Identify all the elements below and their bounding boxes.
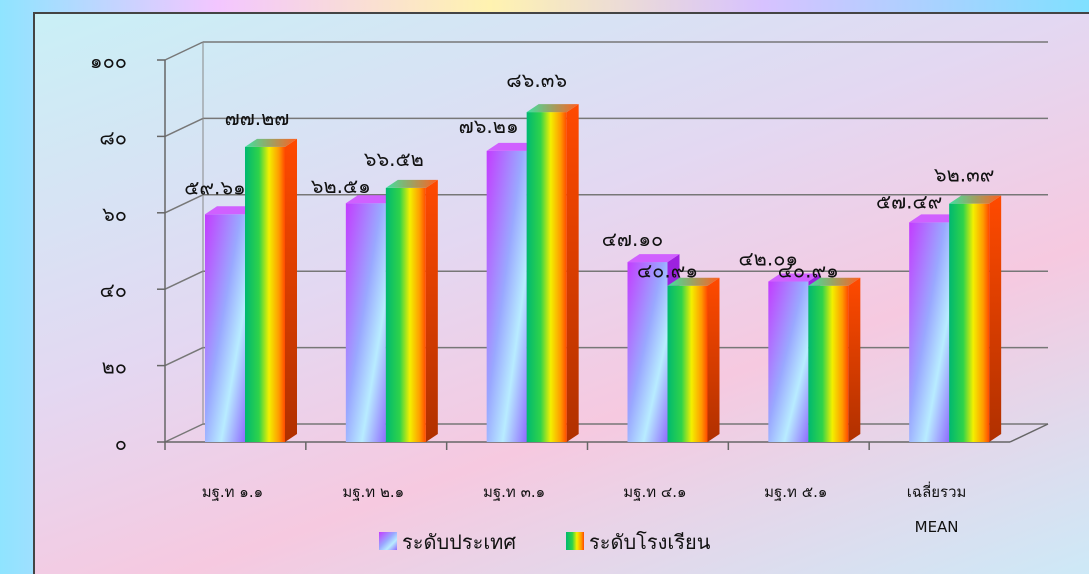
bar-top <box>627 254 680 263</box>
x-tick-sublabel: MEAN <box>915 518 959 536</box>
bar-national <box>627 262 668 442</box>
data-label-school: ๖๒.๓๙ <box>934 163 995 187</box>
bar-national <box>205 214 245 442</box>
data-label-national: ๔๗.๑๐ <box>602 227 663 251</box>
bar-school <box>808 285 849 442</box>
bar-top <box>345 195 398 204</box>
bar-side <box>707 277 720 442</box>
legend-label-national: ระดับประเทศ <box>402 530 516 554</box>
bar-top <box>205 206 257 215</box>
data-label-national: ๕๙.๖๑ <box>184 175 246 199</box>
data-label-national: ๔๒.๐๑ <box>739 247 799 271</box>
grid-depth-line <box>164 270 204 290</box>
gridlines <box>164 41 1048 443</box>
bar-side <box>425 179 438 442</box>
data-label-school: ๔๐.๙๑ <box>778 259 839 283</box>
y-tick-label: ๘๐ <box>99 125 127 149</box>
x-tick-label: มฐ.ท ๒.๑ <box>342 483 404 501</box>
bar-national <box>486 150 527 442</box>
y-tick-label: ๒๐ <box>102 355 127 379</box>
data-label-school: ๖๖.๕๒ <box>364 147 424 171</box>
bar-top <box>486 142 539 151</box>
bar-top <box>808 277 861 286</box>
bars <box>205 104 1002 442</box>
legend-swatch-school <box>566 532 584 550</box>
bar-national <box>909 222 950 442</box>
grid-depth-line <box>164 194 204 214</box>
bar-top <box>909 214 962 223</box>
x-tick-label: มฐ.ท ๕.๑ <box>764 483 827 501</box>
floor-edge <box>1009 423 1049 443</box>
bar-top <box>768 273 821 282</box>
bar-side <box>848 277 861 442</box>
data-label-school: ๔๐.๙๑ <box>637 259 698 283</box>
legend-item-school: ระดับโรงเรียน <box>566 530 711 554</box>
y-tick-label: ๖๐ <box>102 202 127 226</box>
bar-top <box>949 195 1002 204</box>
grid-depth-line <box>164 346 204 367</box>
bar-national <box>768 281 809 442</box>
legend-label-school: ระดับโรงเรียน <box>589 530 711 554</box>
bar-top <box>245 138 297 147</box>
bar-side <box>566 104 579 442</box>
bar-top <box>667 277 720 286</box>
y-tick-label: ๐ <box>115 431 127 455</box>
bar-school <box>526 112 567 442</box>
x-tick-label: มฐ.ท ๑.๑ <box>202 483 263 501</box>
data-label-national: ๖๒.๕๑ <box>311 174 371 198</box>
bar-national <box>345 203 386 442</box>
data-label-national: ๗๖.๒๑ <box>459 114 519 138</box>
bar-top <box>526 104 579 113</box>
bar-top <box>385 179 438 188</box>
grid-depth-line <box>164 423 204 443</box>
bar-school <box>667 285 708 442</box>
legend-swatch-national <box>379 532 397 550</box>
bar-school <box>245 146 285 442</box>
x-tick-label: มฐ.ท ๓.๑ <box>483 483 545 501</box>
y-tick-label: ๑๐๐ <box>90 49 127 73</box>
y-tick-label: ๔๐ <box>100 278 127 302</box>
bar-side <box>989 195 1002 442</box>
data-label-national: ๕๗.๔๙ <box>876 189 942 213</box>
x-tick-label: มฐ.ท ๔.๑ <box>623 483 686 501</box>
bar-school <box>949 203 990 442</box>
legend-item-national: ระดับประเทศ <box>379 530 516 554</box>
data-label-school: ๘๖.๓๖ <box>506 68 567 92</box>
bar-side <box>285 138 297 442</box>
bar-school <box>385 187 426 442</box>
grid-depth-line <box>164 41 204 61</box>
legend: ระดับประเทศ ระดับโรงเรียน <box>379 530 711 554</box>
data-label-school: ๗๗.๒๗ <box>225 106 290 130</box>
x-tick-label: เฉลี่ยรวม <box>907 481 967 501</box>
grid-depth-line <box>164 117 204 138</box>
